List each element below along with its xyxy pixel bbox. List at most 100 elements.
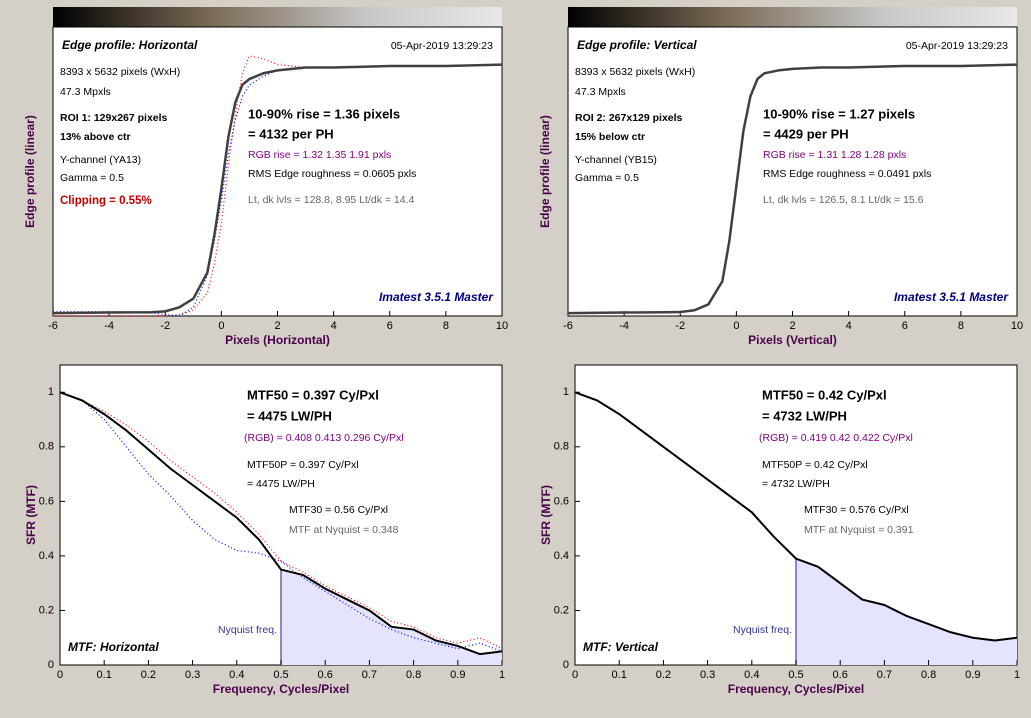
annotation: (RGB) = 0.408 0.413 0.296 Cy/Pxl xyxy=(244,432,404,444)
annotation: Gamma = 0.5 xyxy=(60,172,124,184)
series-line xyxy=(53,63,503,317)
annotation: = 4475 LW/PH xyxy=(247,408,332,423)
x-tick-label: 8 xyxy=(958,320,964,332)
annotation: MTF at Nyquist = 0.391 xyxy=(804,524,914,536)
annotation: MTF50P = 0.397 Cy/Pxl xyxy=(247,459,359,471)
annotation: Edge profile: Vertical xyxy=(577,38,697,52)
x-tick-label: 0.9 xyxy=(450,669,465,681)
annotation: 47.3 Mpxls xyxy=(575,86,626,98)
y-tick-label: 0.6 xyxy=(39,495,54,507)
x-tick-label: 0.3 xyxy=(185,669,200,681)
annotation: Clipping = 0.55% xyxy=(60,195,152,207)
annotation: Lt, dk lvls = 128.8, 8.95 Lt/dk = 14.4 xyxy=(248,194,415,206)
y-tick-label: 0.8 xyxy=(554,441,569,453)
x-tick-label: 8 xyxy=(443,320,449,332)
x-tick-label: 10 xyxy=(1011,320,1023,332)
series-line xyxy=(574,391,1018,642)
x-tick-label: 0 xyxy=(572,669,578,681)
x-tick-label: 0.5 xyxy=(273,669,288,681)
annotation: MTF: Vertical xyxy=(583,640,659,654)
y-tick-label: 0.2 xyxy=(554,604,569,616)
series-line xyxy=(59,391,503,652)
x-tick-label: 0.1 xyxy=(97,669,112,681)
annotation: MTF at Nyquist = 0.348 xyxy=(289,524,399,536)
annotation: = 4475 LW/PH xyxy=(247,478,315,490)
edge-image-strip xyxy=(568,7,1017,27)
nyquist-fill xyxy=(281,569,502,665)
x-tick-label: 0.6 xyxy=(833,669,848,681)
x-tick-label: 6 xyxy=(902,320,908,332)
annotation: 15% below ctr xyxy=(575,131,645,143)
annotation: 05-Apr-2019 13:29:23 xyxy=(906,40,1008,52)
annotation: Y-channel (YB15) xyxy=(575,154,657,166)
annotation: RGB rise = 1.32 1.35 1.91 pxls xyxy=(248,149,391,161)
y-axis-label: Edge profile (linear) xyxy=(538,115,552,228)
x-tick-label: -4 xyxy=(619,320,629,332)
y-tick-label: 0.6 xyxy=(554,495,569,507)
annotation: MTF50 = 0.397 Cy/Pxl xyxy=(247,387,379,402)
annotation: 8393 x 5632 pixels (WxH) xyxy=(575,66,695,78)
x-tick-label: 0.3 xyxy=(700,669,715,681)
x-tick-label: 0.7 xyxy=(362,669,377,681)
x-tick-label: 0.6 xyxy=(318,669,333,681)
y-tick-label: 0.2 xyxy=(39,604,54,616)
x-tick-label: 0.5 xyxy=(788,669,803,681)
annotation: = 4429 per PH xyxy=(763,126,849,141)
y-tick-label: 0.4 xyxy=(554,550,569,562)
annotation: MTF30 = 0.576 Cy/Pxl xyxy=(804,504,909,516)
annotation: 10-90% rise = 1.36 pixels xyxy=(248,106,400,121)
y-axis-label: SFR (MTF) xyxy=(539,485,553,545)
annotation: 05-Apr-2019 13:29:23 xyxy=(391,40,493,52)
plot-area xyxy=(52,26,503,317)
x-tick-label: 0.4 xyxy=(229,669,244,681)
x-tick-label: 0 xyxy=(218,320,224,332)
x-tick-label: 4 xyxy=(331,320,337,332)
nyquist-fill xyxy=(796,558,1017,665)
series-line xyxy=(567,63,1018,315)
annotation: Nyquist freq. xyxy=(218,624,277,636)
annotation: = 4732 LW/PH xyxy=(762,408,847,423)
x-tick-label: -6 xyxy=(48,320,58,332)
x-axis-label: Pixels (Vertical) xyxy=(748,333,837,347)
x-tick-label: 1 xyxy=(1014,669,1020,681)
annotation: Lt, dk lvls = 126.5, 8.1 Lt/dk = 15.6 xyxy=(763,194,924,206)
x-axis-label: Pixels (Horizontal) xyxy=(225,333,330,347)
series-line xyxy=(59,391,503,656)
annotation: MTF: Horizontal xyxy=(68,640,159,654)
annotation: ROI 1: 129x267 pixels xyxy=(60,112,168,124)
annotation: 13% above ctr xyxy=(60,131,131,143)
x-tick-label: 2 xyxy=(274,320,280,332)
x-axis-label: Frequency, Cycles/Pixel xyxy=(728,682,865,696)
x-tick-label: 0.9 xyxy=(965,669,980,681)
x-tick-label: 0.2 xyxy=(141,669,156,681)
annotation: 10-90% rise = 1.27 pixels xyxy=(763,106,915,121)
plot-area xyxy=(567,26,1018,317)
y-tick-label: 1 xyxy=(48,386,54,398)
x-tick-label: -2 xyxy=(675,320,685,332)
x-tick-label: 10 xyxy=(496,320,508,332)
x-tick-label: 4 xyxy=(846,320,852,332)
y-tick-label: 1 xyxy=(563,386,569,398)
x-tick-label: 0.4 xyxy=(744,669,759,681)
annotation: (RGB) = 0.419 0.42 0.422 Cy/Pxl xyxy=(759,432,913,444)
annotation: = 4132 per PH xyxy=(248,126,334,141)
annotation: Imatest 3.5.1 Master xyxy=(379,290,494,304)
annotation: ROI 2: 267x129 pixels xyxy=(575,112,683,124)
annotation: MTF30 = 0.56 Cy/Pxl xyxy=(289,504,388,516)
annotation: 47.3 Mpxls xyxy=(60,86,111,98)
y-tick-label: 0.8 xyxy=(39,441,54,453)
y-tick-label: 0.4 xyxy=(39,550,54,562)
x-tick-label: -4 xyxy=(104,320,114,332)
x-tick-label: -6 xyxy=(563,320,573,332)
annotation: Gamma = 0.5 xyxy=(575,172,639,184)
annotation: Imatest 3.5.1 Master xyxy=(894,290,1009,304)
annotation: Y-channel (YA13) xyxy=(60,154,141,166)
x-axis-label: Frequency, Cycles/Pixel xyxy=(213,682,350,696)
x-tick-label: 0.8 xyxy=(406,669,421,681)
x-tick-label: 0.7 xyxy=(877,669,892,681)
y-axis-label: SFR (MTF) xyxy=(24,485,38,545)
x-tick-label: -2 xyxy=(160,320,170,332)
x-tick-label: 0 xyxy=(57,669,63,681)
annotation: 8393 x 5632 pixels (WxH) xyxy=(60,66,180,78)
